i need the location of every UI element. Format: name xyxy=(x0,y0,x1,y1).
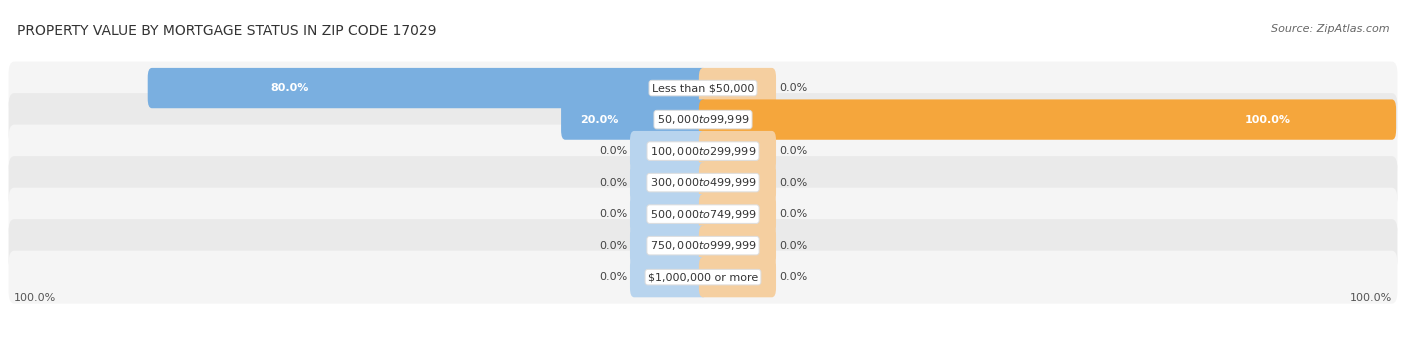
Text: Less than $50,000: Less than $50,000 xyxy=(652,83,754,93)
FancyBboxPatch shape xyxy=(630,225,707,266)
Text: Source: ZipAtlas.com: Source: ZipAtlas.com xyxy=(1271,24,1389,34)
Text: 0.0%: 0.0% xyxy=(779,146,807,156)
FancyBboxPatch shape xyxy=(8,219,1398,272)
Text: $300,000 to $499,999: $300,000 to $499,999 xyxy=(650,176,756,189)
FancyBboxPatch shape xyxy=(699,163,776,203)
Text: 0.0%: 0.0% xyxy=(779,209,807,219)
FancyBboxPatch shape xyxy=(630,257,707,297)
FancyBboxPatch shape xyxy=(8,125,1398,177)
FancyBboxPatch shape xyxy=(8,188,1398,241)
FancyBboxPatch shape xyxy=(699,257,776,297)
FancyBboxPatch shape xyxy=(8,156,1398,209)
FancyBboxPatch shape xyxy=(699,99,1396,140)
FancyBboxPatch shape xyxy=(630,163,707,203)
Text: 100.0%: 100.0% xyxy=(1244,115,1291,124)
FancyBboxPatch shape xyxy=(630,131,707,171)
FancyBboxPatch shape xyxy=(699,68,776,108)
Text: 100.0%: 100.0% xyxy=(14,293,56,303)
Text: $500,000 to $749,999: $500,000 to $749,999 xyxy=(650,208,756,221)
Text: $1,000,000 or more: $1,000,000 or more xyxy=(648,272,758,282)
Text: 0.0%: 0.0% xyxy=(779,272,807,282)
Text: 0.0%: 0.0% xyxy=(599,209,627,219)
FancyBboxPatch shape xyxy=(8,251,1398,304)
Text: $100,000 to $299,999: $100,000 to $299,999 xyxy=(650,144,756,158)
Text: 0.0%: 0.0% xyxy=(779,83,807,93)
FancyBboxPatch shape xyxy=(699,225,776,266)
Text: 0.0%: 0.0% xyxy=(599,177,627,188)
Text: 0.0%: 0.0% xyxy=(599,272,627,282)
Text: $50,000 to $99,999: $50,000 to $99,999 xyxy=(657,113,749,126)
Text: 0.0%: 0.0% xyxy=(779,177,807,188)
FancyBboxPatch shape xyxy=(561,99,707,140)
Text: 0.0%: 0.0% xyxy=(599,146,627,156)
FancyBboxPatch shape xyxy=(8,62,1398,115)
Text: 20.0%: 20.0% xyxy=(581,115,619,124)
FancyBboxPatch shape xyxy=(699,131,776,171)
Text: $750,000 to $999,999: $750,000 to $999,999 xyxy=(650,239,756,252)
FancyBboxPatch shape xyxy=(8,93,1398,146)
FancyBboxPatch shape xyxy=(699,194,776,234)
FancyBboxPatch shape xyxy=(148,68,707,108)
Text: PROPERTY VALUE BY MORTGAGE STATUS IN ZIP CODE 17029: PROPERTY VALUE BY MORTGAGE STATUS IN ZIP… xyxy=(17,24,436,38)
Text: 80.0%: 80.0% xyxy=(270,83,309,93)
Text: 0.0%: 0.0% xyxy=(779,241,807,251)
Text: 100.0%: 100.0% xyxy=(1350,293,1392,303)
Text: 0.0%: 0.0% xyxy=(599,241,627,251)
FancyBboxPatch shape xyxy=(630,194,707,234)
